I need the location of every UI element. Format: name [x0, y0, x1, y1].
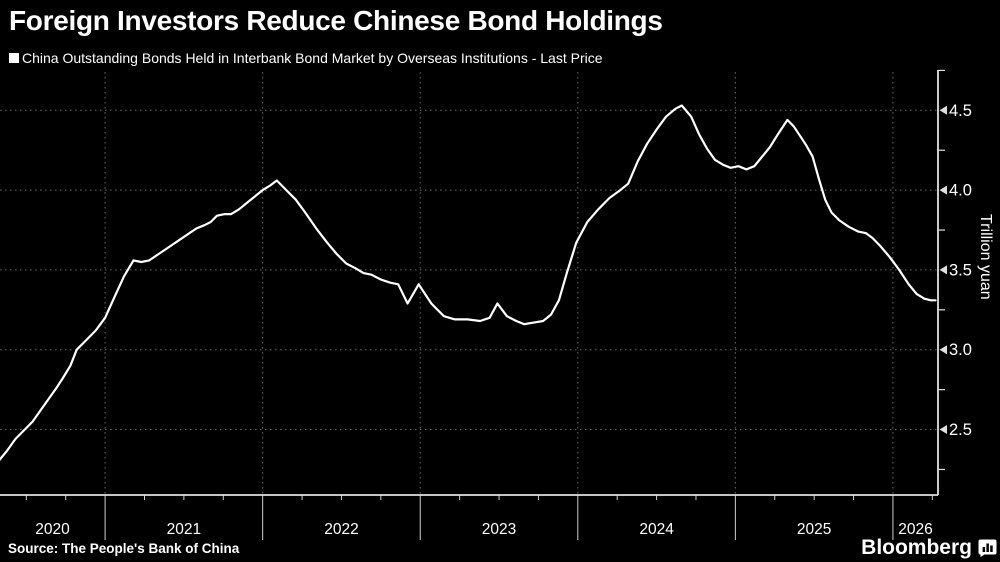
y-tick-arrow-4.5 — [939, 105, 947, 115]
y-tick-label-4.0: 4.0 — [949, 182, 972, 200]
bloomberg-logo: Bloomberg — [861, 536, 997, 560]
y-tick-label-3.0: 3.0 — [949, 341, 972, 359]
x-year-label-2026: 2026 — [898, 521, 932, 538]
legend-swatch-icon — [9, 53, 19, 63]
y-tick-label-4.5: 4.5 — [949, 102, 972, 120]
source-note: Source: The People's Bank of China — [8, 541, 240, 556]
y-axis-title: Trillion yuan — [977, 214, 994, 300]
y-tick-arrow-2.5 — [939, 425, 947, 435]
legend: China Outstanding Bonds Held in Interban… — [9, 50, 603, 66]
y-tick-label-3.5: 3.5 — [949, 261, 972, 279]
series-line — [0, 104, 937, 461]
bloomberg-wordmark: Bloomberg — [861, 536, 972, 559]
bloomberg-terminal-icon — [978, 539, 997, 557]
x-year-label-2024: 2024 — [639, 521, 674, 538]
y-tick-label-2.5: 2.5 — [949, 421, 972, 439]
page-title: Foreign Investors Reduce Chinese Bond Ho… — [9, 5, 663, 36]
y-tick-arrow-3.5 — [939, 265, 947, 275]
x-year-label-2023: 2023 — [482, 521, 516, 538]
y-tick-arrow-3.0 — [939, 345, 947, 355]
x-year-label-2025: 2025 — [797, 521, 831, 538]
legend-label: China Outstanding Bonds Held in Interban… — [22, 50, 603, 66]
y-tick-arrow-4.0 — [939, 185, 947, 195]
x-year-label-2022: 2022 — [324, 521, 358, 538]
x-year-label-2021: 2021 — [167, 521, 201, 538]
x-year-label-2020: 2020 — [35, 521, 70, 538]
